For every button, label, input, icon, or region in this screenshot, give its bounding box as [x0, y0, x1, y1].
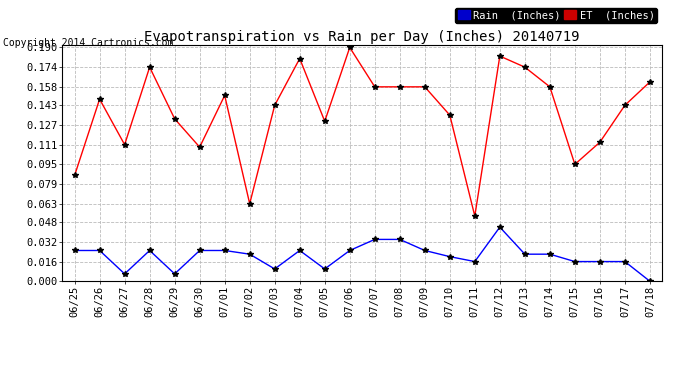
Text: Copyright 2014 Cartronics.com: Copyright 2014 Cartronics.com [3, 38, 174, 48]
Title: Evapotranspiration vs Rain per Day (Inches) 20140719: Evapotranspiration vs Rain per Day (Inch… [144, 30, 580, 44]
Legend: Rain  (Inches), ET  (Inches): Rain (Inches), ET (Inches) [455, 8, 657, 23]
